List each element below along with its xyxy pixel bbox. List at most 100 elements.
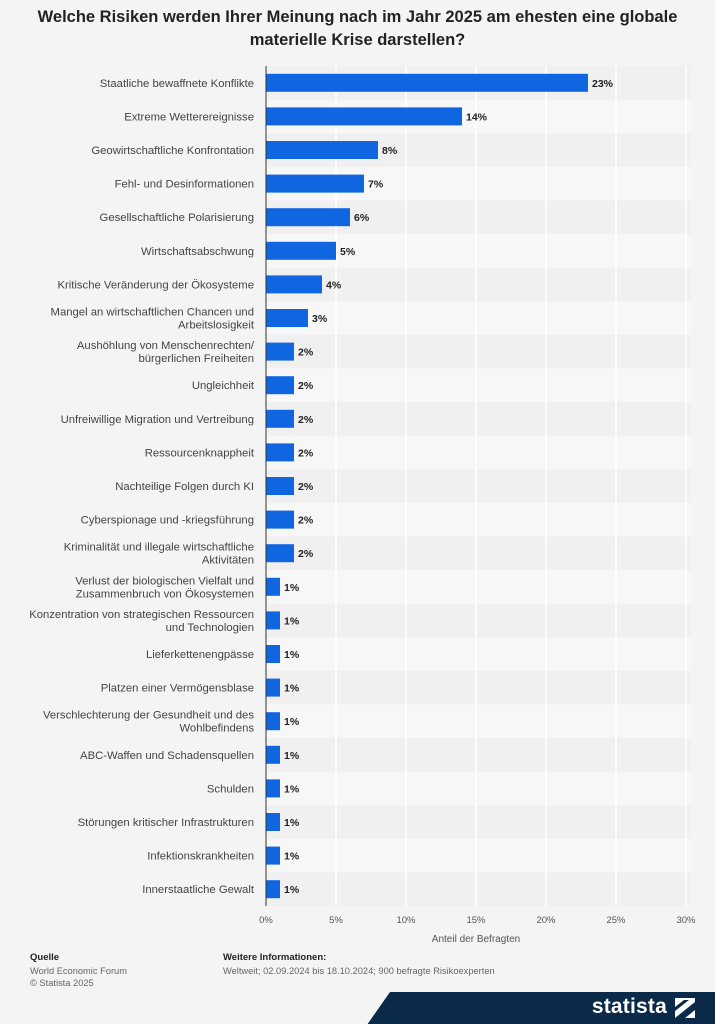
- bar[interactable]: [266, 443, 294, 462]
- value-label: 2%: [298, 447, 314, 459]
- value-label: 1%: [284, 884, 300, 896]
- x-tick-label: 0%: [259, 915, 273, 926]
- bar[interactable]: [266, 342, 294, 361]
- category-label: Extreme Wetterereignisse: [124, 111, 254, 123]
- gridlines: [335, 66, 687, 906]
- bar[interactable]: [266, 174, 364, 193]
- x-tick-label: 25%: [606, 915, 626, 926]
- category-label: Staatliche bewaffnete Konflikte: [100, 78, 254, 90]
- statista-logo[interactable]: statista: [591, 995, 667, 1018]
- bar[interactable]: [266, 779, 280, 798]
- value-label: 2%: [298, 548, 314, 560]
- category-label: Gesellschaftliche Polarisierung: [100, 212, 254, 224]
- source-line-1: World Economic Forum: [30, 965, 127, 976]
- category-label: Fehl- und Desinformationen: [115, 179, 254, 191]
- x-tick-label: 10%: [396, 915, 416, 926]
- statista-logo-icon[interactable]: [675, 998, 695, 1018]
- category-label: Schulden: [207, 783, 254, 795]
- bar[interactable]: [266, 275, 322, 294]
- chart-title: Welche Risiken werden Ihrer Meinung nach…: [30, 6, 685, 52]
- x-tick-label: 15%: [466, 915, 486, 926]
- chart-title-line-2: materielle Krise darstellen?: [249, 31, 466, 49]
- bar[interactable]: [266, 409, 294, 428]
- category-label: Verschlechterung der Gesundheit und des: [43, 710, 254, 722]
- brand-bar: [0, 992, 715, 1024]
- row-band: [266, 502, 691, 537]
- bar[interactable]: [266, 510, 294, 529]
- value-label: 1%: [284, 851, 300, 863]
- row-band: [266, 267, 691, 302]
- row-band: [266, 670, 691, 705]
- row-band: [266, 738, 691, 772]
- value-labels: 23% 14% 8% 7% 6% 5% 4% 3% 2% 2% 2% 2% 2% 2% 2% 1% 1% 1% 1%…: [284, 78, 614, 896]
- category-label: Cyberspionage und -kriegsführung: [81, 515, 254, 527]
- value-label: 1%: [284, 649, 300, 661]
- row-band: [266, 435, 691, 470]
- bar[interactable]: [266, 611, 280, 630]
- bars: [266, 73, 588, 899]
- category-label: Unfreiwillige Migration und Vertreibung: [61, 414, 254, 426]
- category-label: Innerstaatliche Gewalt: [142, 884, 255, 896]
- bar-chart: Staatliche bewaffnete Konflikte Extreme W…: [29, 66, 696, 945]
- category-labels: Staatliche bewaffnete Konflikte Extreme W…: [29, 78, 255, 896]
- value-label: 5%: [340, 246, 356, 258]
- bar[interactable]: [266, 309, 308, 327]
- value-label: 1%: [284, 750, 300, 762]
- value-label: 1%: [284, 716, 300, 728]
- value-label: 6%: [354, 212, 370, 224]
- row-band: [266, 603, 691, 638]
- bar[interactable]: [266, 846, 280, 865]
- bar[interactable]: [266, 141, 378, 159]
- category-label: Geowirtschaftliche Konfrontation: [91, 145, 254, 157]
- bar[interactable]: [266, 745, 280, 764]
- category-label: Wohlbefindens: [179, 723, 254, 735]
- bar[interactable]: [266, 241, 336, 260]
- bar[interactable]: [266, 544, 294, 563]
- source-line-2: © Statista 2025: [30, 978, 94, 988]
- info-text: Weltweit; 02.09.2024 bis 18.10.2024; 900…: [223, 965, 495, 976]
- value-label: 1%: [284, 615, 300, 627]
- bar[interactable]: [266, 678, 280, 697]
- bar[interactable]: [266, 107, 462, 126]
- chart-title-line-1: Welche Risiken werden Ihrer Meinung nach…: [37, 8, 678, 26]
- row-band: [266, 771, 691, 806]
- category-label: Platzen einer Vermögensblase: [101, 683, 254, 695]
- bar[interactable]: [266, 880, 280, 899]
- category-label: Kritische Veränderung der Ökosysteme: [57, 279, 254, 291]
- value-label: 3%: [312, 313, 328, 325]
- category-label: Lieferkettenengpässe: [146, 649, 254, 661]
- bar[interactable]: [266, 712, 280, 731]
- x-tick-label: 30%: [676, 915, 696, 926]
- category-label: Aktivitäten: [202, 555, 254, 567]
- value-label: 2%: [298, 414, 314, 426]
- value-label: 8%: [382, 145, 398, 157]
- category-label: Kriminalität und illegale wirtschaftlich…: [64, 542, 254, 554]
- x-tick-label: 20%: [536, 915, 556, 926]
- value-label: 1%: [284, 783, 300, 795]
- value-label: 2%: [298, 481, 314, 493]
- value-label: 1%: [284, 817, 300, 829]
- row-band: [266, 368, 691, 402]
- bar[interactable]: [266, 73, 588, 92]
- bar[interactable]: [266, 208, 350, 227]
- row-band: [266, 402, 691, 436]
- row-band: [266, 805, 691, 839]
- bar[interactable]: [266, 813, 280, 831]
- category-label: Ungleichheit: [192, 380, 255, 392]
- bar[interactable]: [266, 645, 280, 663]
- category-label: Konzentration von strategischen Ressourc…: [29, 609, 254, 621]
- row-band: [266, 536, 691, 570]
- bar[interactable]: [266, 477, 294, 495]
- value-label: 4%: [326, 279, 342, 291]
- category-label: Infektionskrankheiten: [147, 851, 254, 863]
- bar[interactable]: [266, 376, 294, 395]
- category-label: ABC-Waffen und Schadensquellen: [80, 750, 254, 762]
- source-heading: Quelle: [30, 952, 60, 963]
- category-label: Mangel an wirtschaftlichen Chancen und: [51, 307, 254, 319]
- row-band: [266, 469, 691, 503]
- bar[interactable]: [266, 577, 280, 596]
- row-band: [266, 637, 691, 671]
- row-band: [266, 301, 691, 335]
- category-label: Ressourcenknappheit: [145, 447, 255, 459]
- value-label: 1%: [284, 582, 300, 594]
